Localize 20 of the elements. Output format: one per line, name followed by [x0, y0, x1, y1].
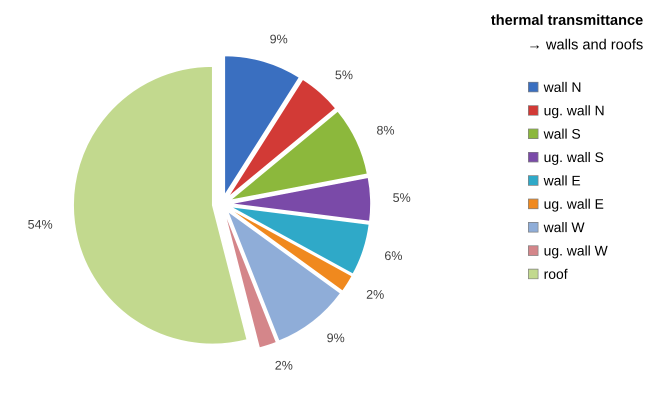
chart-subtitle: → walls and roofs	[530, 38, 643, 50]
legend-label: roof	[544, 268, 568, 279]
data-label: 5%	[335, 70, 353, 80]
legend-label: wall N	[544, 82, 580, 92]
data-label: 54%	[28, 220, 52, 229]
legend-label: ug. wall N	[544, 105, 604, 118]
data-label: 5%	[393, 193, 410, 202]
legend-label: wall E	[544, 175, 580, 186]
legend-label: wall W	[544, 222, 584, 232]
legend-label: ug. wall S	[544, 152, 604, 165]
data-label: 2%	[366, 290, 384, 299]
legend-label: ug. wall E	[544, 198, 604, 212]
legend-label: ug. wall W	[544, 245, 608, 258]
data-label: 8%	[377, 126, 394, 135]
data-label: 9%	[327, 333, 344, 342]
data-label: 9%	[270, 34, 288, 44]
chart-title: thermal transmittance	[491, 14, 643, 25]
legend-label: wall S	[544, 128, 580, 139]
data-label: 6%	[385, 251, 402, 260]
data-label: 2%	[275, 360, 292, 370]
